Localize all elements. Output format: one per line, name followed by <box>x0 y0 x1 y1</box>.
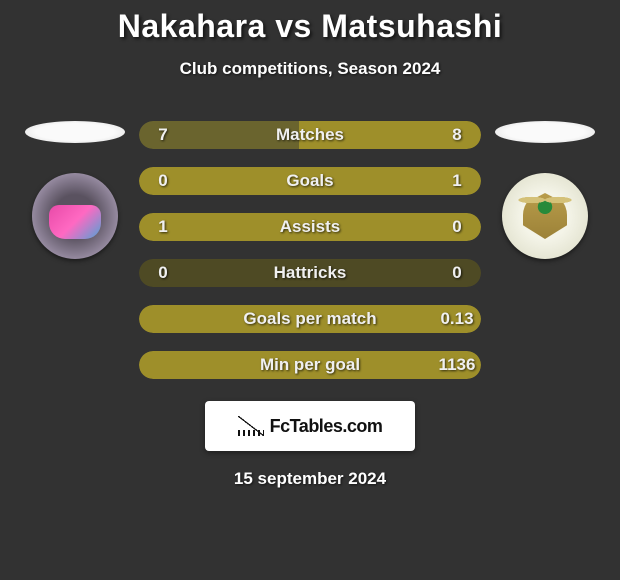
player-left-column <box>25 121 125 259</box>
stat-value-right: 1 <box>433 171 481 191</box>
stat-label: Hattricks <box>187 263 433 283</box>
page-title: Nakahara vs Matsuhashi <box>0 8 620 45</box>
main-row: 7Matches80Goals11Assists00Hattricks0Goal… <box>0 121 620 379</box>
stat-value-left: 0 <box>139 263 187 283</box>
team-left-badge <box>32 173 118 259</box>
stat-value-left: 7 <box>139 125 187 145</box>
stat-value-right: 0.13 <box>433 309 481 329</box>
stat-label: Min per goal <box>187 355 433 375</box>
stat-label: Matches <box>187 125 433 145</box>
stat-value-right: 8 <box>433 125 481 145</box>
stat-label: Goals per match <box>187 309 433 329</box>
chart-icon <box>238 416 264 436</box>
comparison-container: Nakahara vs Matsuhashi Club competitions… <box>0 0 620 489</box>
watermark: FcTables.com <box>205 401 415 451</box>
team-right-badge <box>502 173 588 259</box>
stat-bar: 1Assists0 <box>139 213 481 241</box>
stat-label: Assists <box>187 217 433 237</box>
date-label: 15 september 2024 <box>0 469 620 489</box>
stat-value-right: 0 <box>433 263 481 283</box>
stat-bar: Min per goal1136 <box>139 351 481 379</box>
stat-value-right: 1136 <box>433 355 481 375</box>
stat-value-left: 0 <box>139 171 187 191</box>
stat-value-left: 1 <box>139 217 187 237</box>
stat-bar: 7Matches8 <box>139 121 481 149</box>
player-right-avatar <box>495 121 595 143</box>
page-subtitle: Club competitions, Season 2024 <box>0 59 620 79</box>
stats-column: 7Matches80Goals11Assists00Hattricks0Goal… <box>139 121 481 379</box>
player-right-column <box>495 121 595 259</box>
stat-bar: 0Goals1 <box>139 167 481 195</box>
stat-label: Goals <box>187 171 433 191</box>
stat-value-right: 0 <box>433 217 481 237</box>
watermark-text: FcTables.com <box>270 416 383 437</box>
player-left-avatar <box>25 121 125 143</box>
stat-bar: 0Hattricks0 <box>139 259 481 287</box>
stat-bar: Goals per match0.13 <box>139 305 481 333</box>
